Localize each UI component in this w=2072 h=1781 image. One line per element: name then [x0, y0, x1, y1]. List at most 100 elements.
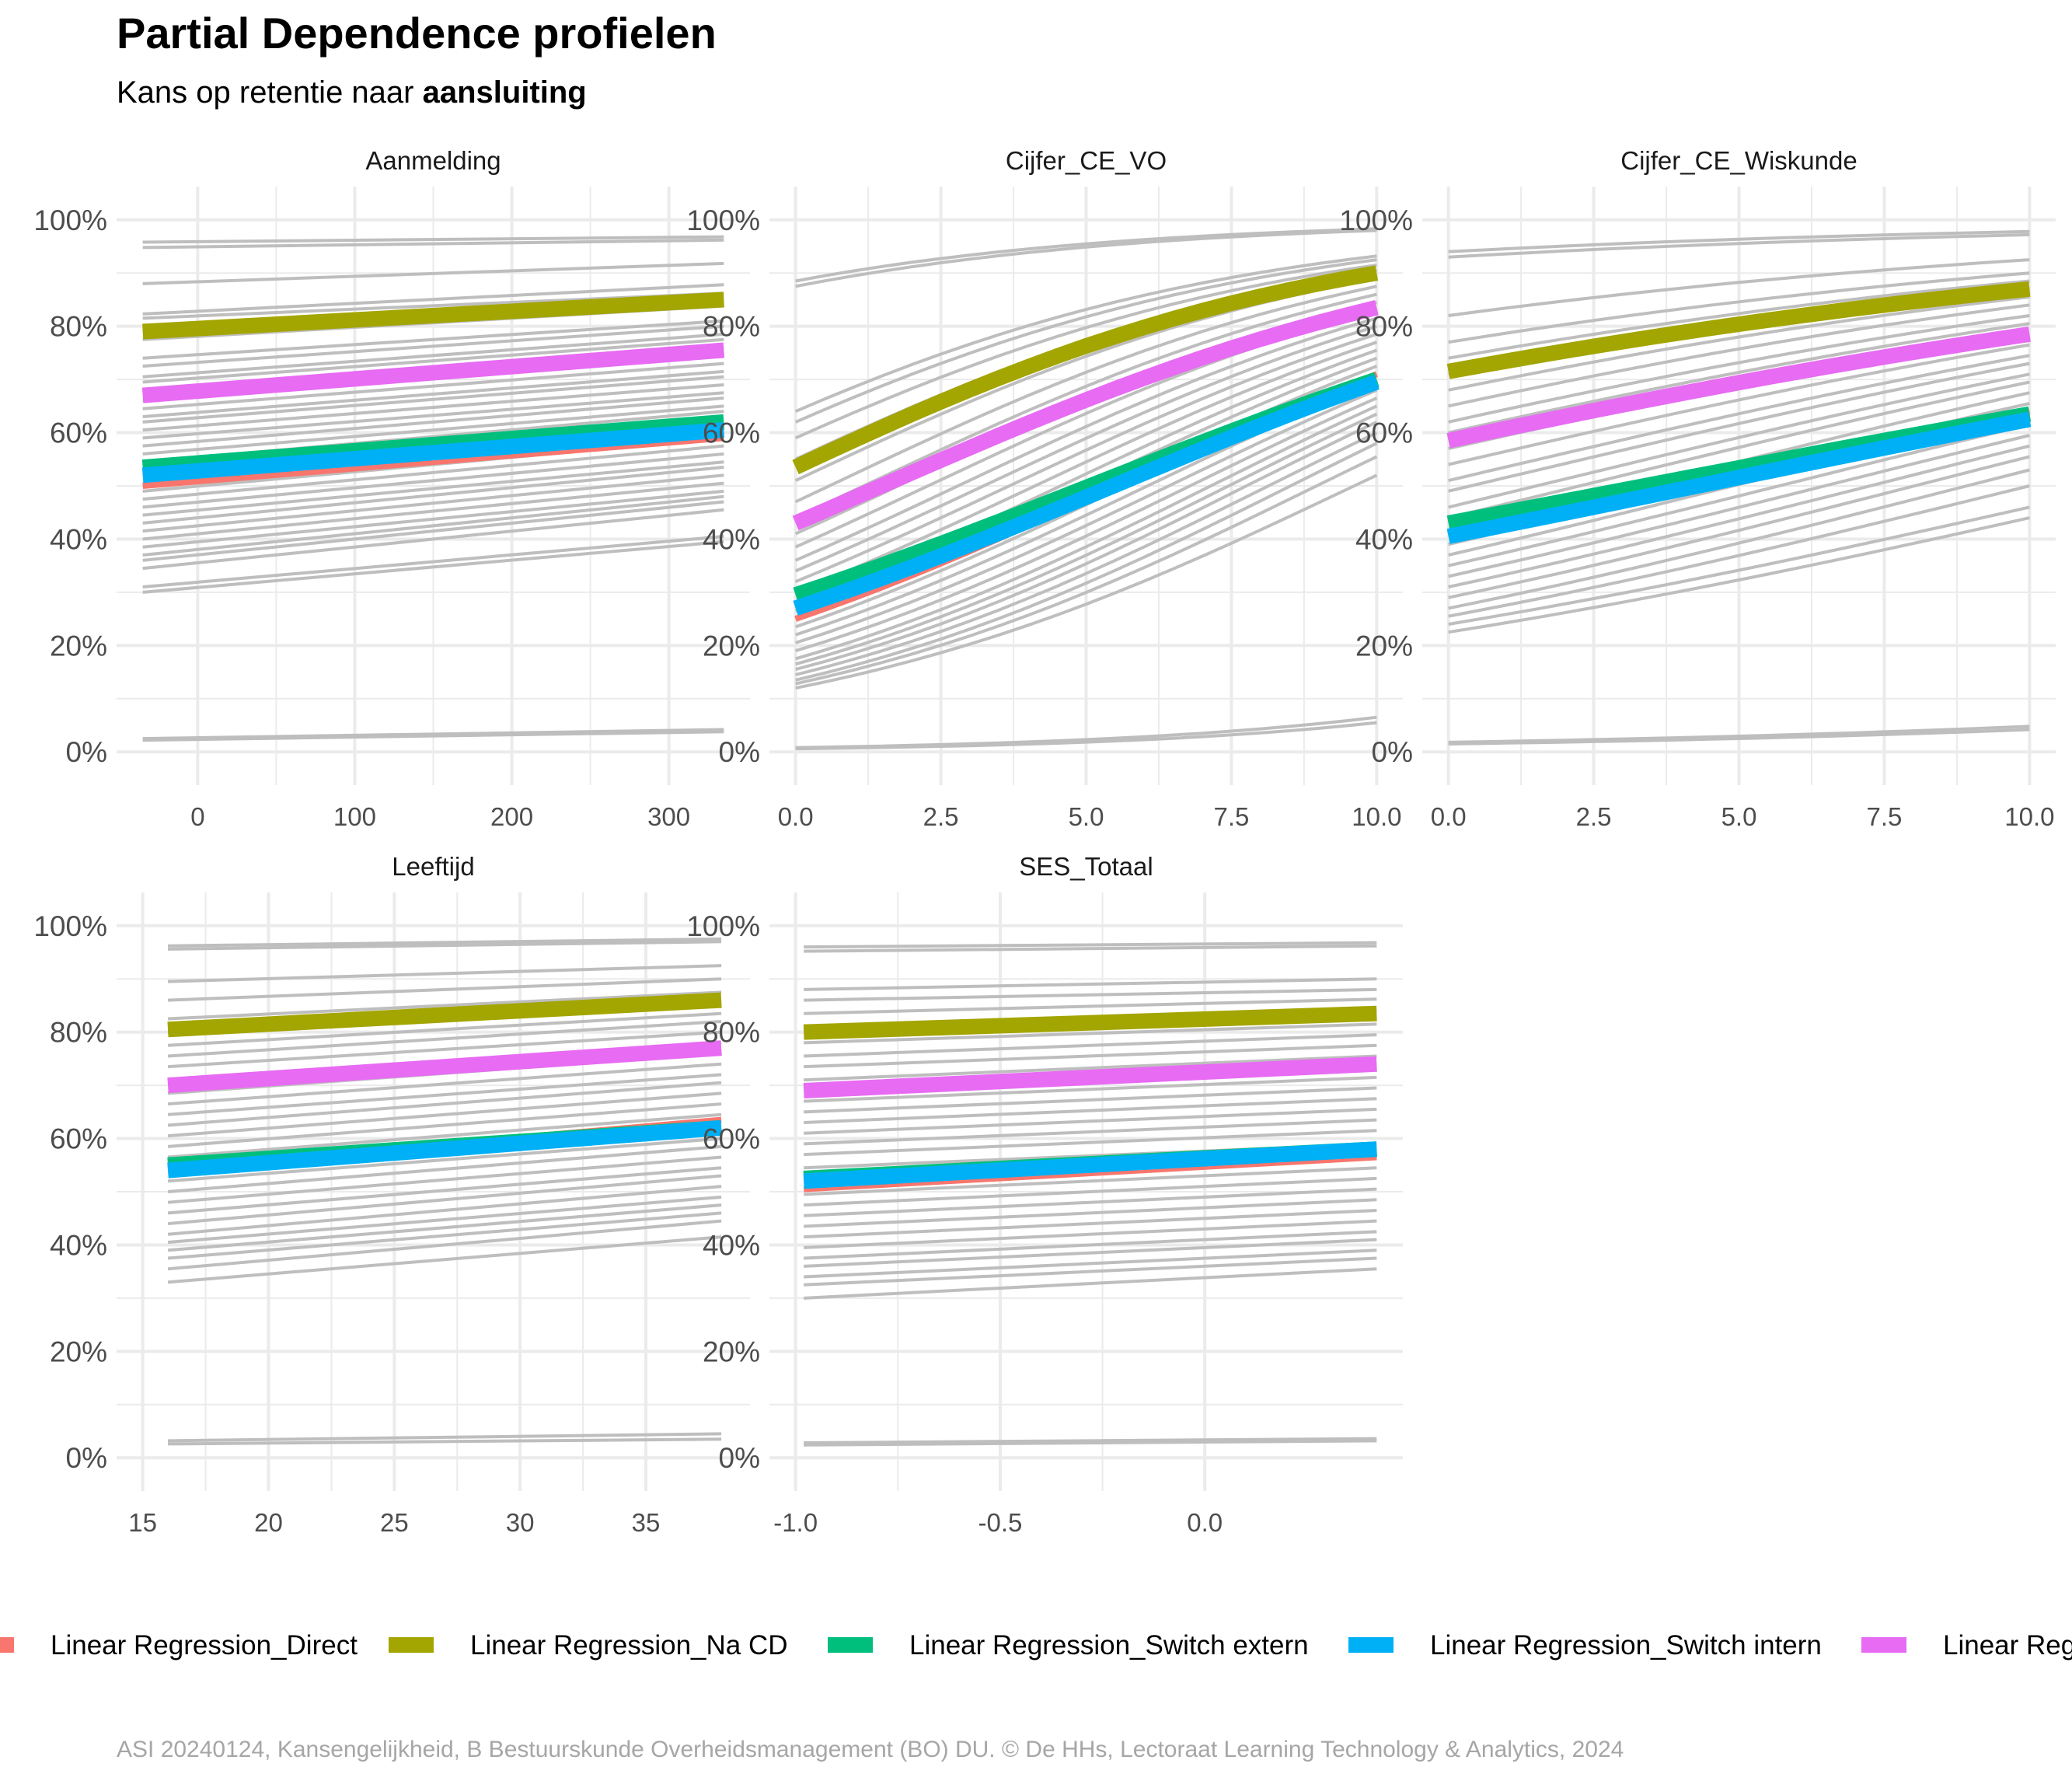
y-tick-label: 0%: [1372, 736, 1413, 768]
profile-line: [167, 1019, 722, 1058]
x-tick-label: 100: [333, 802, 376, 831]
profile-line: [1448, 279, 2030, 360]
profile-line: [1448, 455, 2030, 599]
profile-line: [795, 721, 1377, 751]
profile-line: [167, 977, 722, 1002]
profile-line: [1448, 380, 2030, 520]
legend-label: Linear Regression_Na CD: [470, 1630, 788, 1661]
profile-line: [804, 1075, 1377, 1103]
profile-line: [142, 730, 724, 742]
profile-line: [1448, 229, 2030, 253]
legend-item-linear-regression-switch-extern: Linear Regression_Switch extern: [828, 1630, 1309, 1661]
profile-line: [1448, 303, 2030, 408]
profile-line: [795, 421, 1378, 672]
profile-line: [142, 404, 724, 456]
legend-item-linear-regression-switch-intern: Linear Regression_Switch intern: [1348, 1630, 1822, 1661]
profile-line: [167, 1235, 722, 1284]
y-tick-label: 80%: [703, 1017, 760, 1049]
profile-line: [142, 540, 724, 594]
x-tick-label: 2.5: [1576, 802, 1612, 831]
series-linear-regression-switch-intern: [803, 1141, 1377, 1189]
x-tick-label: 35: [632, 1508, 661, 1537]
profile-line: [167, 964, 722, 983]
profile-line: [167, 1011, 722, 1047]
x-tick-label: 300: [647, 802, 690, 831]
profile-line: [1448, 434, 2030, 578]
profile-line: [804, 1043, 1377, 1069]
profile-line: [794, 254, 1377, 414]
series-linear-regression-switch-extern: [141, 414, 725, 476]
profile-line: [167, 1174, 722, 1226]
legend-swatch: [1348, 1637, 1394, 1653]
profile-line: [794, 388, 1378, 644]
profile-line: [804, 1054, 1377, 1082]
profile-line: [794, 332, 1378, 584]
profile-line: [804, 1086, 1377, 1114]
y-tick-label: 80%: [703, 311, 760, 343]
x-tick-label: 30: [506, 1508, 535, 1537]
chart-caption: ASI 20240124, Kansengelijkheid, B Bestuu…: [117, 1737, 1624, 1762]
profile-line: [167, 1437, 722, 1446]
y-tick-label: 100%: [33, 910, 107, 942]
series-linear-regression-switch-intern: [167, 1119, 722, 1179]
profile-line: [142, 382, 724, 432]
x-tick-label: 15: [128, 1508, 157, 1537]
profile-line: [142, 396, 724, 448]
chart-subtitle: Kans op retentie naar aansluiting: [117, 75, 587, 110]
series-linear-reg: [141, 342, 725, 403]
legend-swatch: [0, 1637, 14, 1653]
profile-line: [167, 1432, 722, 1443]
profile-line: [804, 944, 1377, 953]
y-tick-label: 0%: [719, 736, 760, 768]
y-tick-label: 60%: [703, 1123, 760, 1155]
y-tick-label: 80%: [50, 1017, 107, 1049]
profile-line: [167, 1144, 722, 1193]
profile-line: [142, 391, 724, 440]
profile-line: [142, 337, 724, 384]
profile-line: [804, 1176, 1377, 1207]
profile-line: [167, 1166, 722, 1215]
profile-line: [142, 500, 724, 562]
legend-label: Linear Reg: [1943, 1630, 2072, 1661]
profile-line: [142, 489, 724, 549]
profile-line: [804, 977, 1377, 991]
profile-line: [804, 1107, 1377, 1135]
x-tick-label: 0.0: [1431, 802, 1467, 831]
x-tick-label: 2.5: [923, 802, 959, 831]
y-tick-label: 60%: [50, 417, 107, 449]
profile-line: [1448, 314, 2030, 424]
x-tick-label: 25: [380, 1508, 409, 1537]
x-tick-label: 10.0: [1352, 802, 1401, 831]
profile-line: [1448, 232, 2030, 259]
profile-line: [804, 1219, 1377, 1249]
profile-line: [142, 369, 724, 419]
profile-line: [804, 1267, 1377, 1300]
profile-line: [1448, 505, 2030, 626]
facet-cijfer-ce-wiskunde: Cijfer_CE_Wiskunde 0% 20% 40% 60% 80% 100% 0.0 2…: [1339, 146, 2056, 831]
facet-title: Cijfer_CE_Wiskunde: [1620, 146, 1857, 175]
y-tick-label: 20%: [703, 1336, 760, 1367]
profile-line: [142, 535, 724, 589]
legend-item-linear-regression-direct: Linear Regression_Direct: [0, 1630, 358, 1661]
y-tick-label: 40%: [703, 523, 760, 555]
y-tick-label: 40%: [50, 1229, 107, 1261]
profile-line: [142, 494, 724, 557]
profile-line: [795, 396, 1378, 653]
profile-line: [167, 1203, 722, 1252]
profile-line: [804, 1208, 1377, 1239]
profile-line: [1448, 728, 2030, 746]
profile-line: [804, 1129, 1377, 1157]
profile-line: [142, 473, 724, 533]
facet-title: SES_Totaal: [1019, 852, 1153, 881]
profile-line: [794, 324, 1377, 573]
profile-line: [1448, 271, 2030, 344]
profile-line: [167, 940, 722, 951]
x-tick-label: 0.0: [778, 802, 814, 831]
profile-line: [167, 1137, 722, 1183]
x-tick-label: 7.5: [1213, 802, 1249, 831]
x-tick-label: 0: [190, 802, 204, 831]
facet-title: Leeftijd: [392, 852, 474, 881]
x-tick-label: 0.0: [1187, 1508, 1223, 1537]
profile-line: [142, 466, 724, 525]
